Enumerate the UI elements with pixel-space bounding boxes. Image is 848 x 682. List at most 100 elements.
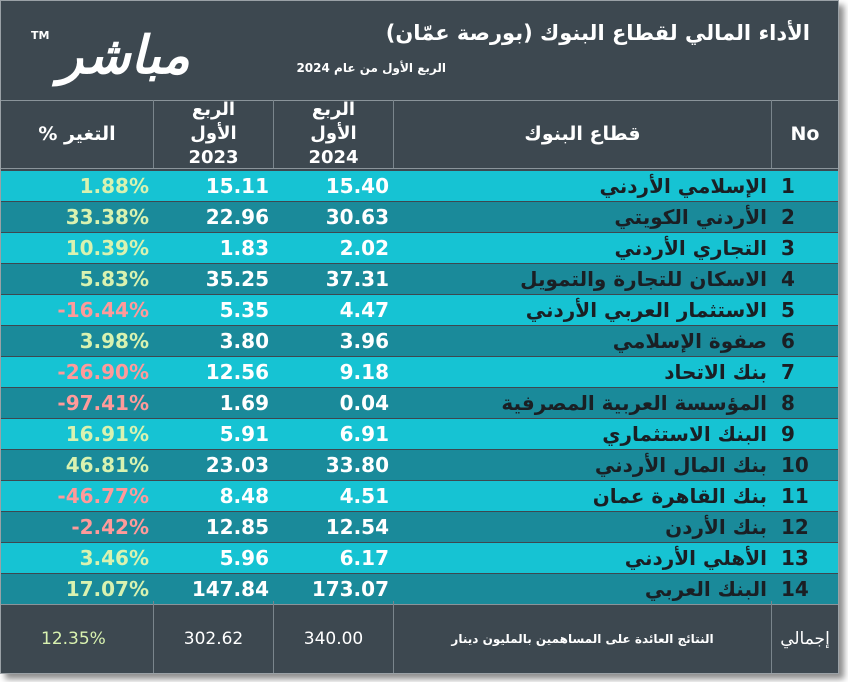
footer-label: إجمالي	[771, 605, 838, 673]
table-row: 14 البنك العربي 173.07 147.84 17.07%	[1, 574, 838, 604]
row-value-2023: 12.56	[205, 360, 269, 384]
row-value-2023: 15.11	[205, 174, 269, 198]
row-value-2023: 147.84	[191, 577, 269, 601]
table-row: 6 صفوة الإسلامي 3.96 3.80 3.98%	[1, 326, 838, 356]
row-value-2024: 9.18	[339, 360, 389, 384]
header-sector: قطاع البنوك	[393, 100, 771, 168]
row-value-2024: 173.07	[311, 577, 389, 601]
row-value-2024: 15.40	[325, 174, 389, 198]
header-top-divider	[1, 100, 838, 101]
row-change: 33.38%	[65, 205, 149, 229]
row-bank-name: بنك القاهرة عمان	[592, 484, 767, 508]
row-value-2023: 5.96	[219, 546, 269, 570]
row-change: 46.81%	[65, 453, 149, 477]
table-row: 3 التجاري الأردني 2.02 1.83 10.39%	[1, 233, 838, 263]
table-footer: 12.35% 302.62 340.00 النتائج العائدة على…	[1, 605, 838, 673]
table-row: 1 الإسلامي الأردني 15.40 15.11 1.88%	[1, 171, 838, 201]
row-value-2023: 23.03	[205, 453, 269, 477]
row-number: 14	[781, 577, 809, 601]
row-change: -2.42%	[71, 515, 149, 539]
row-change: -46.77%	[57, 484, 149, 508]
row-number: 13	[781, 546, 809, 570]
footer-v2023: 302.62	[153, 605, 273, 673]
row-value-2024: 4.51	[339, 484, 389, 508]
row-value-2023: 22.96	[205, 205, 269, 229]
header-bottom-divider	[1, 168, 838, 169]
row-bank-name: المؤسسة العربية المصرفية	[501, 391, 767, 415]
row-value-2024: 4.47	[339, 298, 389, 322]
row-bank-name: بنك الأردن	[665, 515, 767, 539]
row-change: 16.91%	[65, 422, 149, 446]
row-bank-name: بنك الاتحاد	[664, 360, 767, 384]
header-change: التغير %	[38, 123, 116, 145]
table-row: 9 البنك الاستثماري 6.91 5.91 16.91%	[1, 419, 838, 449]
row-value-2024: 30.63	[325, 205, 389, 229]
mubasher-logo: TM مباشر	[31, 26, 190, 87]
row-bank-name: صفوة الإسلامي	[612, 329, 767, 353]
footer-change: 12.35%	[41, 629, 106, 649]
row-number: 5	[781, 298, 795, 322]
page-title: الأداء المالي لقطاع البنوك (بورصة عمّان)	[385, 21, 810, 45]
row-bank-name: الإسلامي الأردني	[599, 174, 767, 198]
table-row: 13 الأهلي الأردني 6.17 5.96 3.46%	[1, 543, 838, 573]
column-separator	[771, 601, 772, 605]
row-value-2024: 3.96	[339, 329, 389, 353]
row-number: 1	[781, 174, 795, 198]
row-change: 10.39%	[65, 236, 149, 260]
row-bank-name: الأهلي الأردني	[624, 546, 767, 570]
table-row: 11 بنك القاهرة عمان 4.51 8.48 -46.77%	[1, 481, 838, 511]
table-header: التغير % الربع الأول 2023 الربع الأول 20…	[1, 99, 838, 168]
footer-note: النتائج العائدة على المساهمين بالمليون د…	[393, 605, 771, 673]
row-value-2023: 35.25	[205, 267, 269, 291]
row-change: -16.44%	[57, 298, 149, 322]
row-value-2023: 3.80	[219, 329, 269, 353]
table-row: 4 الاسكان للتجارة والتمويل 37.31 35.25 5.83%	[1, 264, 838, 294]
row-bank-name: البنك العربي	[644, 577, 767, 601]
header-q1-2024: الربع الأول 2024	[273, 99, 393, 168]
row-change: 17.07%	[65, 577, 149, 601]
row-value-2023: 5.91	[219, 422, 269, 446]
row-change: 1.88%	[79, 174, 149, 198]
header-no: No	[771, 100, 838, 168]
row-change: -26.90%	[57, 360, 149, 384]
row-value-2023: 12.85	[205, 515, 269, 539]
row-change: 3.98%	[79, 329, 149, 353]
footer-top-divider	[1, 604, 838, 605]
row-change: 3.46%	[79, 546, 149, 570]
row-number: 2	[781, 205, 795, 229]
logo-tm-mark: TM	[31, 29, 49, 42]
bank-performance-table: TM مباشر الأداء المالي لقطاع البنوك (بور…	[0, 0, 839, 674]
row-value-2023: 8.48	[219, 484, 269, 508]
row-value-2024: 6.17	[339, 546, 389, 570]
page-subtitle: الربع الأول من عام 2024	[296, 61, 446, 75]
logo-text: مباشر	[51, 26, 190, 87]
row-number: 8	[781, 391, 795, 415]
row-bank-name: الاسكان للتجارة والتمويل	[520, 267, 767, 291]
table-row: 10 بنك المال الأردني 33.80 23.03 46.81%	[1, 450, 838, 480]
row-value-2024: 12.54	[325, 515, 389, 539]
footer-v2024: 340.00	[273, 605, 393, 673]
row-number: 6	[781, 329, 795, 353]
row-change: -97.41%	[57, 391, 149, 415]
row-bank-name: التجاري الأردني	[614, 236, 767, 260]
row-value-2024: 33.80	[325, 453, 389, 477]
row-bank-name: بنك المال الأردني	[594, 453, 767, 477]
row-bank-name: الاستثمار العربي الأردني	[525, 298, 767, 322]
row-number: 10	[781, 453, 809, 477]
row-value-2023: 1.69	[219, 391, 269, 415]
row-number: 11	[781, 484, 809, 508]
table-row: 7 بنك الاتحاد 9.18 12.56 -26.90%	[1, 357, 838, 387]
row-bank-name: البنك الاستثماري	[602, 422, 767, 446]
table-row: 2 الأردني الكويتي 30.63 22.96 33.38%	[1, 202, 838, 232]
row-value-2023: 5.35	[219, 298, 269, 322]
header-q1-2023: الربع الأول 2023	[153, 99, 273, 168]
row-value-2024: 37.31	[325, 267, 389, 291]
column-separator	[273, 601, 274, 605]
table-row: 8 المؤسسة العربية المصرفية 0.04 1.69 -97.41%	[1, 388, 838, 418]
row-change: 5.83%	[79, 267, 149, 291]
row-value-2024: 0.04	[339, 391, 389, 415]
row-value-2024: 2.02	[339, 236, 389, 260]
row-number: 3	[781, 236, 795, 260]
row-value-2024: 6.91	[339, 422, 389, 446]
column-separator	[393, 601, 394, 605]
